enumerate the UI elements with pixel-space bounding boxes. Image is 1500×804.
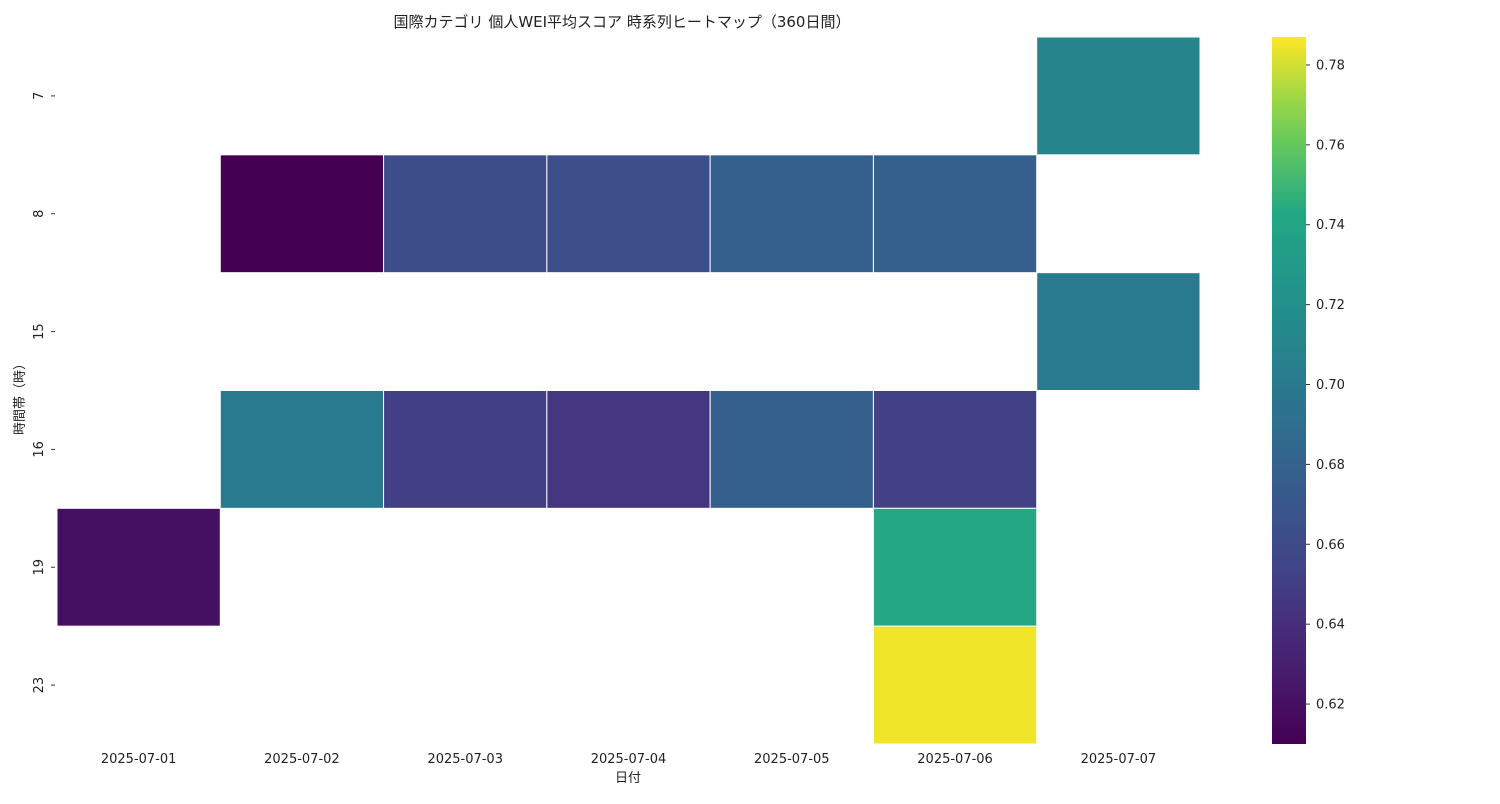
x-tick-label: 2025-07-06 bbox=[917, 752, 993, 767]
colorbar-tick-label: 0.64 bbox=[1316, 618, 1345, 633]
heatmap-cell bbox=[872, 390, 1038, 509]
heatmap-cell bbox=[709, 390, 874, 509]
colorbar-ticks: 0.62 0.64 0.66 0.68 0.70 0.72 0.74 0.76 0.78 bbox=[1306, 58, 1345, 713]
y-tick-label: 8 bbox=[32, 210, 47, 218]
heatmap-cell bbox=[1036, 272, 1201, 391]
y-axis-label: 時間帯（時） bbox=[13, 357, 28, 435]
y-axis: 7 8 15 16 19 23 bbox=[32, 92, 55, 694]
heatmap-cell bbox=[383, 154, 548, 274]
colorbar-tick-label: 0.72 bbox=[1316, 298, 1345, 313]
heatmap-cell bbox=[546, 390, 711, 509]
colorbar-tick-label: 0.68 bbox=[1316, 458, 1345, 473]
heatmap-cells bbox=[56, 36, 1201, 745]
x-axis: 2025-07-01 2025-07-02 2025-07-03 2025-07-04… bbox=[101, 752, 1156, 767]
colorbar-tick-label: 0.66 bbox=[1316, 538, 1345, 553]
x-tick-label: 2025-07-01 bbox=[101, 752, 177, 767]
heatmap-cell bbox=[546, 154, 711, 274]
y-tick-label: 15 bbox=[32, 323, 47, 340]
heatmap-cell bbox=[872, 507, 1038, 627]
heatmap-cell bbox=[709, 154, 874, 274]
heatmap-cell bbox=[383, 390, 548, 509]
chart-title: 国際カテゴリ 個人WEI平均スコア 時系列ヒートマップ（360日間） bbox=[394, 13, 851, 31]
x-tick-label: 2025-07-04 bbox=[591, 752, 667, 767]
y-tick-label: 7 bbox=[32, 92, 47, 100]
colorbar-tick-label: 0.78 bbox=[1316, 58, 1345, 73]
y-tick-label: 23 bbox=[32, 677, 47, 694]
x-axis-label: 日付 bbox=[615, 771, 641, 786]
colorbar-tick-label: 0.62 bbox=[1316, 698, 1345, 713]
colorbar bbox=[1272, 37, 1306, 744]
heatmap-cell bbox=[1036, 36, 1201, 156]
heatmap-cell bbox=[219, 154, 385, 274]
colorbar-tick-label: 0.70 bbox=[1316, 378, 1345, 393]
heatmap-cell bbox=[872, 625, 1038, 745]
heatmap-cell bbox=[872, 154, 1038, 274]
x-tick-label: 2025-07-02 bbox=[264, 752, 340, 767]
colorbar-tick-label: 0.74 bbox=[1316, 218, 1345, 233]
y-tick-label: 16 bbox=[32, 441, 47, 458]
heatmap-cell bbox=[219, 390, 385, 509]
x-tick-label: 2025-07-07 bbox=[1081, 752, 1157, 767]
x-tick-label: 2025-07-03 bbox=[427, 752, 503, 767]
colorbar-tick-label: 0.76 bbox=[1316, 138, 1345, 153]
x-tick-label: 2025-07-05 bbox=[754, 752, 830, 767]
heatmap-cell bbox=[56, 507, 221, 627]
y-tick-label: 19 bbox=[32, 559, 47, 576]
